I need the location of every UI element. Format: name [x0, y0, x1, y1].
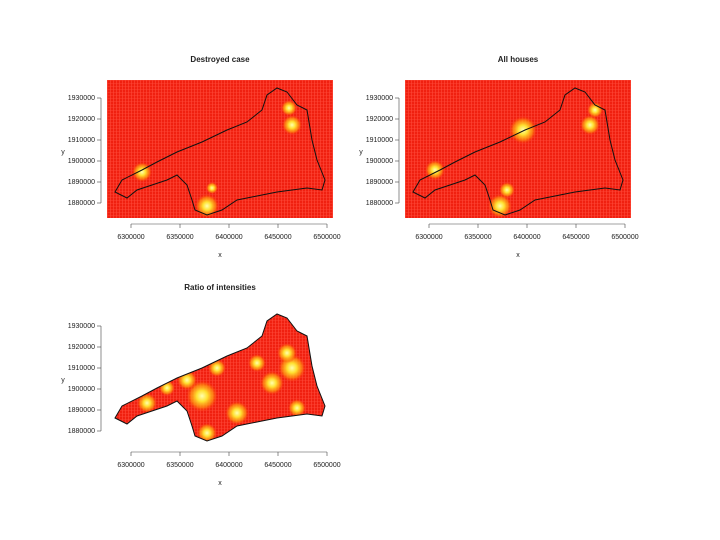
y-tick-label: 1880000: [68, 428, 95, 435]
x-tick-label: 6500000: [611, 234, 638, 241]
y-axis-label: y: [359, 149, 363, 156]
intensity-field: [405, 80, 631, 218]
x-tick-label: 6400000: [215, 462, 242, 469]
panel: Ratio of intensities 6300000 6350000 640000…: [61, 283, 340, 487]
y-tick-label: 1890000: [68, 179, 95, 186]
x-tick-label: 6500000: [313, 462, 340, 469]
hotspot: [260, 371, 284, 395]
x-tick-label: 6350000: [166, 234, 193, 241]
hotspot: [488, 194, 512, 218]
y-tick-label: 1900000: [68, 386, 95, 393]
y-tick-label: 1880000: [366, 200, 393, 207]
hotspot: [425, 160, 445, 180]
hotspot: [248, 354, 266, 372]
hotspot: [282, 115, 302, 135]
hotspot: [225, 401, 249, 425]
hotspot: [137, 393, 157, 413]
y-axis-label: y: [61, 377, 65, 384]
region-outline: [412, 87, 624, 216]
y-tick-label: 1900000: [366, 158, 393, 165]
y-tick-label: 1890000: [68, 407, 95, 414]
y-tick-label: 1910000: [68, 137, 95, 144]
hotspot: [159, 380, 175, 396]
intensity-field: [107, 80, 333, 218]
heatmap: [115, 314, 325, 441]
panel-title: All houses: [498, 55, 539, 64]
y-tick-label: 1930000: [68, 95, 95, 102]
panel-title: Destroyed case: [190, 55, 250, 64]
x-tick-label: 6500000: [313, 234, 340, 241]
y-tick-label: 1880000: [68, 200, 95, 207]
hotspot: [509, 116, 537, 144]
x-axis-label: x: [516, 252, 520, 259]
x-axis-label: x: [218, 480, 222, 487]
y-tick-label: 1920000: [68, 344, 95, 351]
panel: Destroyed case 6300000 6350000 6400000 64500…: [61, 55, 340, 259]
hotspot: [206, 182, 218, 194]
x-tick-label: 6450000: [562, 234, 589, 241]
hotspot: [587, 102, 603, 118]
x-tick-label: 6300000: [415, 234, 442, 241]
hotspot: [197, 423, 217, 441]
y-tick-label: 1920000: [366, 116, 393, 123]
x-tick-label: 6450000: [264, 234, 291, 241]
hotspot: [281, 100, 297, 116]
x-tick-label: 6400000: [513, 234, 540, 241]
x-axis-label: x: [218, 252, 222, 259]
y-tick-label: 1920000: [68, 116, 95, 123]
heatmap: [107, 80, 333, 218]
x-tick-label: 6450000: [264, 462, 291, 469]
hotspot: [186, 380, 218, 412]
x-tick-label: 6300000: [117, 462, 144, 469]
hotspot: [177, 370, 197, 390]
x-tick-label: 6350000: [166, 462, 193, 469]
x-tick-label: 6400000: [215, 234, 242, 241]
region-outline: [114, 313, 326, 442]
y-tick-label: 1930000: [68, 323, 95, 330]
x-tick-label: 6350000: [464, 234, 491, 241]
hotspot: [277, 343, 297, 363]
y-tick-label: 1910000: [68, 365, 95, 372]
y-tick-label: 1890000: [366, 179, 393, 186]
heatmap: [405, 80, 631, 218]
y-tick-label: 1900000: [68, 158, 95, 165]
panel-title: Ratio of intensities: [184, 283, 256, 292]
y-tick-label: 1910000: [366, 137, 393, 144]
x-tick-label: 6300000: [117, 234, 144, 241]
panel: All houses 6300000 6350000 6400000 6450000 65…: [359, 55, 638, 259]
hotspot: [580, 115, 600, 135]
hotspot: [208, 359, 226, 377]
y-tick-label: 1930000: [366, 95, 393, 102]
hotspot: [499, 182, 515, 198]
hotspot: [195, 194, 219, 218]
region-outline: [114, 87, 326, 216]
hotspot: [132, 162, 152, 182]
y-axis-label: y: [61, 149, 65, 156]
hotspot: [288, 399, 306, 417]
